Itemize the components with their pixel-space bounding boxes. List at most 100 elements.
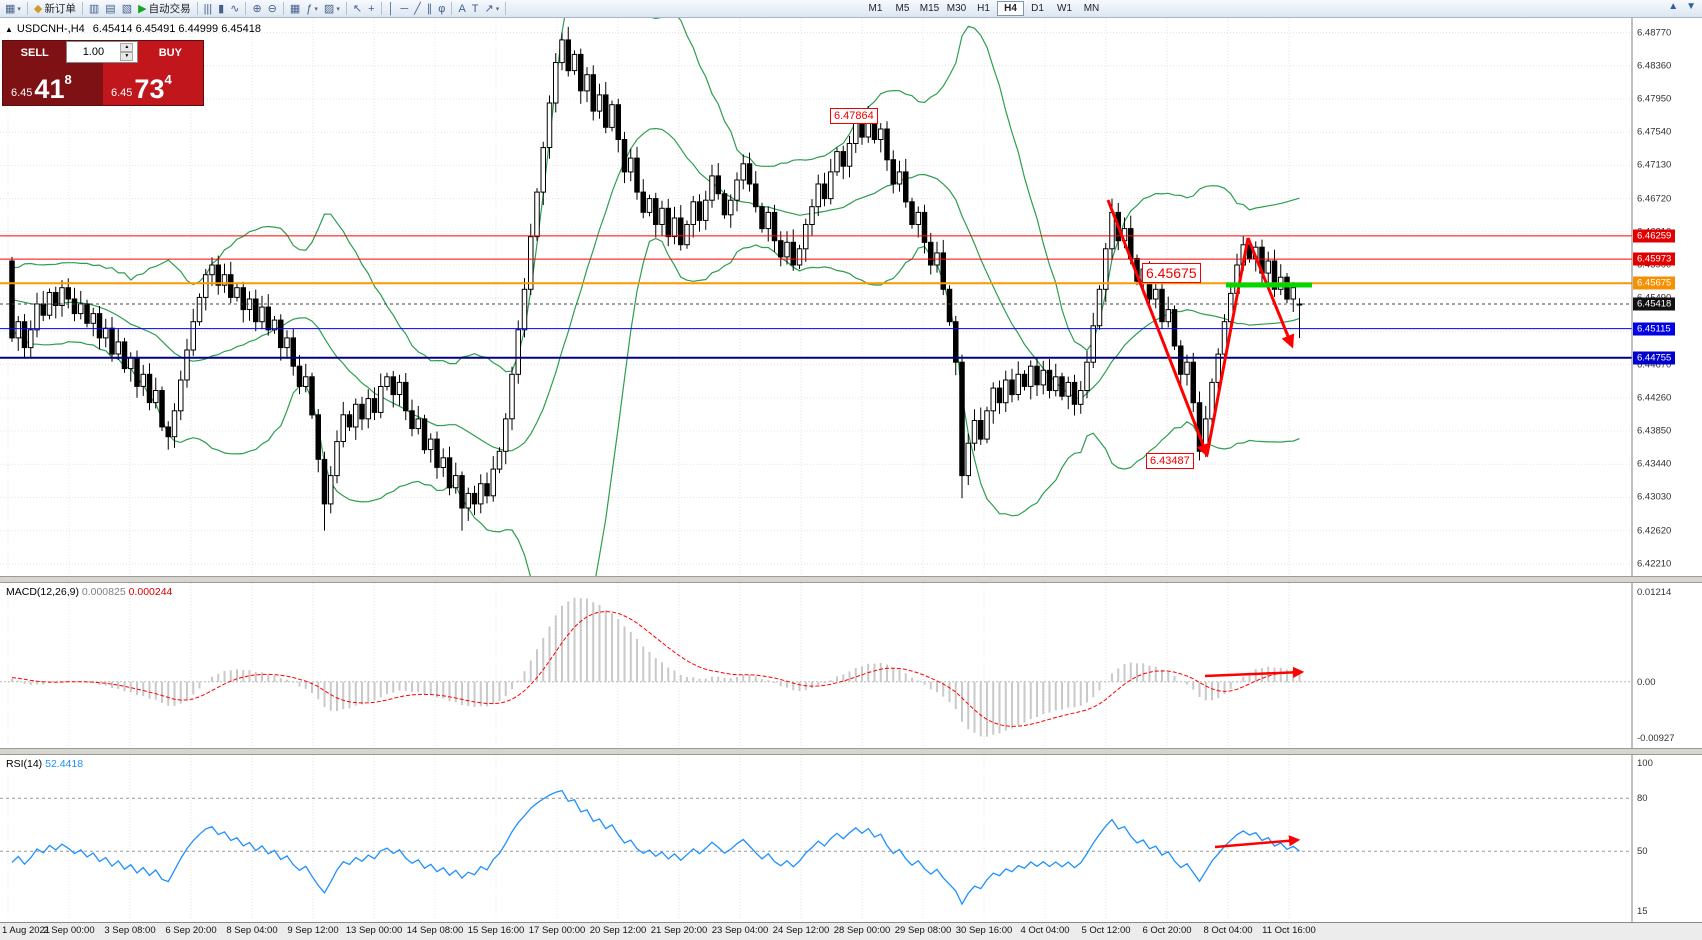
timeframe-h1-button[interactable]: H1 — [970, 1, 997, 16]
candle — [1209, 381, 1215, 420]
time-label: 24 Sep 12:00 — [772, 925, 830, 936]
candle — [1021, 373, 1028, 387]
timeframe-m5-button[interactable]: M5 — [889, 1, 916, 16]
time-label: 28 Sep 00:00 — [833, 925, 891, 936]
bollinger-upper — [11, 18, 1300, 373]
candle — [559, 39, 565, 64]
text-label-button[interactable]: T — [469, 1, 482, 17]
candle — [1090, 325, 1096, 363]
candle — [834, 151, 840, 173]
price-chart[interactable] — [0, 18, 1702, 576]
trend-arrow[interactable] — [1246, 237, 1295, 349]
chart-line-button[interactable]: ∿ — [227, 1, 242, 17]
timeframe-m15-button[interactable]: M15 — [916, 1, 943, 16]
candle — [821, 183, 828, 200]
new-chart-button[interactable]: ▦ ▾ — [2, 1, 24, 17]
templates-button[interactable]: ▨ ▾ — [321, 1, 343, 17]
tile-windows-icon: ▦ — [289, 2, 301, 15]
volume-up-icon[interactable]: ▲ — [120, 43, 134, 52]
candle — [909, 201, 915, 226]
time-label: 4 Oct 04:00 — [1020, 925, 1070, 936]
candle — [815, 183, 821, 208]
price-tick: 6.46720 — [1637, 193, 1672, 205]
time-axis[interactable] — [0, 922, 1702, 940]
caret-down-icon: ▾ — [17, 5, 21, 13]
autotrading-icon: ▶ — [138, 2, 147, 15]
scroll-up-icon[interactable]: ▲ — [1668, 1, 1679, 12]
annotation-price-label[interactable]: 6.43487 — [1146, 453, 1194, 470]
candle — [190, 321, 196, 351]
zoom-out-button[interactable]: ⊖ — [265, 1, 280, 17]
trade-panel-collapse-icon[interactable]: ▲ — [5, 25, 13, 34]
panel-splitter[interactable] — [0, 576, 1702, 583]
fibonacci-button[interactable]: φ — [435, 1, 448, 17]
tile-windows-button[interactable]: ▦ — [287, 1, 303, 17]
text-button[interactable]: A — [455, 1, 468, 17]
macd-annotation-arrow[interactable] — [1204, 666, 1305, 678]
candle — [240, 287, 246, 311]
price-tick: 6.47950 — [1637, 93, 1672, 105]
buy-price[interactable]: 6.45 73 4 — [103, 63, 203, 105]
chart-shift-button[interactable]: ▥ — [86, 1, 102, 17]
chart-bars-button[interactable]: ||| — [201, 1, 216, 17]
chart-candlesticks-button[interactable]: ▮ — [215, 1, 227, 17]
sell-price[interactable]: 6.45 41 8 — [3, 63, 103, 105]
sell-price-big: 41 — [34, 74, 65, 105]
horizontal-line-button[interactable]: ─ — [397, 1, 411, 17]
timeframe-mn-button[interactable]: MN — [1078, 1, 1105, 16]
timeframe-h4-button[interactable]: H4 — [997, 1, 1024, 16]
buy-button[interactable]: BUY — [137, 41, 203, 63]
candle — [884, 128, 890, 161]
trendline-button[interactable]: ╱ — [411, 1, 424, 17]
candle — [715, 175, 721, 195]
scroll-down-icon[interactable]: ▼ — [1686, 1, 1696, 12]
new-chart-icon: ▦ — [5, 2, 16, 15]
volume-down-icon[interactable]: ▼ — [120, 52, 134, 61]
new-order-button[interactable]: ◆ 新订单 — [31, 1, 79, 17]
ohlc-values: 6.45414 6.45491 6.44999 6.45418 — [92, 23, 261, 35]
timeframe-w1-button[interactable]: W1 — [1051, 1, 1078, 16]
timeframe-m30-button[interactable]: M30 — [943, 1, 970, 16]
panel-splitter[interactable] — [0, 748, 1702, 755]
rsi-annotation-arrow[interactable] — [1214, 835, 1301, 849]
time-label: 5 Oct 12:00 — [1081, 925, 1131, 936]
volume-input[interactable] — [67, 46, 120, 58]
macd-label: MACD(12,26,9) 0.000825 0.000244 — [6, 586, 172, 598]
trend-arrow[interactable] — [1106, 199, 1210, 458]
candle — [184, 349, 190, 381]
toolbar-right-icons: ▲ ▼ — [1666, 1, 1698, 12]
time-label: 30 Sep 16:00 — [955, 925, 1013, 936]
toolbar-separator — [81, 2, 83, 15]
timeframe-d1-button[interactable]: D1 — [1024, 1, 1051, 16]
candle — [903, 171, 909, 203]
sell-button[interactable]: SELL — [3, 41, 67, 63]
zoom-in-button[interactable]: ⊕ — [249, 1, 264, 17]
zoom-in-icon: ⊕ — [252, 2, 262, 15]
candle — [946, 288, 953, 323]
candle — [34, 303, 40, 331]
vertical-line-button[interactable]: │ — [385, 1, 398, 17]
arrow-tools-button[interactable]: ↗ ▾ — [482, 1, 503, 17]
candle — [940, 252, 946, 290]
annotation-price-label[interactable]: 6.47864 — [830, 108, 878, 125]
crosshair-button[interactable]: + — [365, 1, 377, 17]
candle — [265, 306, 271, 331]
market-watch-icon: ▤ — [105, 2, 116, 15]
candle — [746, 163, 753, 185]
candle — [196, 296, 203, 323]
equidistant-channel-button[interactable]: ∥ — [424, 1, 436, 17]
autotrading-button[interactable]: ▶ 自动交易 — [135, 1, 193, 17]
macd-panel[interactable] — [0, 583, 1702, 748]
candle — [1046, 369, 1053, 391]
navigator-button[interactable]: ▧ — [119, 1, 135, 17]
trend-arrow[interactable] — [1205, 237, 1250, 456]
indicators-list-button[interactable]: ƒ ▾ — [303, 1, 321, 17]
candle — [428, 438, 434, 451]
annotation-price-label[interactable]: 6.45675 — [1142, 263, 1201, 284]
timeframe-m1-button[interactable]: M1 — [862, 1, 889, 16]
rsi-panel[interactable] — [0, 755, 1702, 922]
time-label: 6 Sep 20:00 — [165, 925, 217, 936]
market-watch-button[interactable]: ▤ — [102, 1, 118, 17]
price-tick: 6.44260 — [1637, 392, 1672, 404]
cursor-button[interactable]: ↖ — [350, 1, 365, 17]
